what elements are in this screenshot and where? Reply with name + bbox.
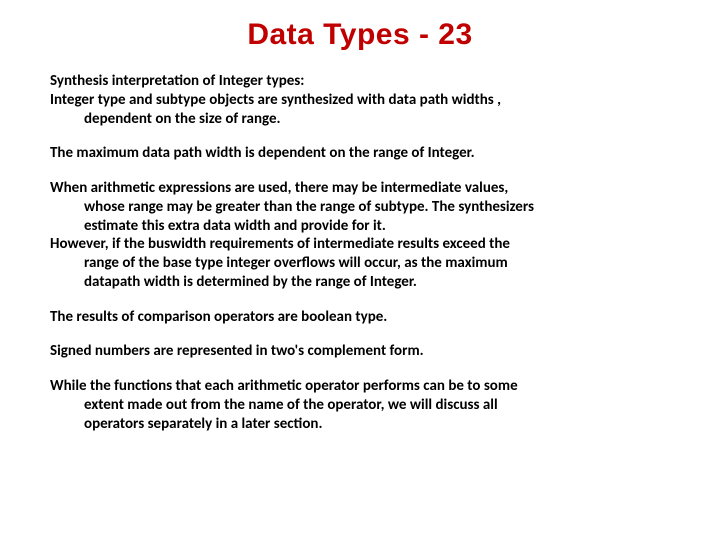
paragraph-1: Synthesis interpretation of Integer type… <box>50 72 670 128</box>
p5-line1: Signed numbers are represented in two's … <box>50 342 670 361</box>
paragraph-5: Signed numbers are represented in two's … <box>50 342 670 361</box>
p2-line1: The maximum data path width is dependent… <box>50 144 670 163</box>
slide-title: Data Types - 23 <box>50 18 670 52</box>
p1-line3: dependent on the size of range. <box>50 110 670 129</box>
p3-line2: whose range may be greater than the rang… <box>50 198 670 217</box>
paragraph-6: While the functions that each arithmetic… <box>50 377 670 433</box>
p3-line1: When arithmetic expressions are used, th… <box>50 179 670 198</box>
p3-line3: estimate this extra data width and provi… <box>50 217 670 236</box>
p1-line1: Synthesis interpretation of Integer type… <box>50 72 670 91</box>
p3-line4: However, if the buswidth requirements of… <box>50 235 670 254</box>
p1-line2: Integer type and subtype objects are syn… <box>50 91 670 110</box>
p6-line1: While the functions that each arithmetic… <box>50 377 670 396</box>
p3-line5: range of the base type integer overflows… <box>50 254 670 273</box>
slide: Data Types - 23 Synthesis interpretation… <box>0 0 720 540</box>
p6-line3: operators separately in a later section. <box>50 415 670 434</box>
p4-line1: The results of comparison operators are … <box>50 308 670 327</box>
paragraph-3: When arithmetic expressions are used, th… <box>50 179 670 292</box>
p6-line2: extent made out from the name of the ope… <box>50 396 670 415</box>
p3-line6: datapath width is determined by the rang… <box>50 273 670 292</box>
paragraph-2: The maximum data path width is dependent… <box>50 144 670 163</box>
paragraph-4: The results of comparison operators are … <box>50 308 670 327</box>
